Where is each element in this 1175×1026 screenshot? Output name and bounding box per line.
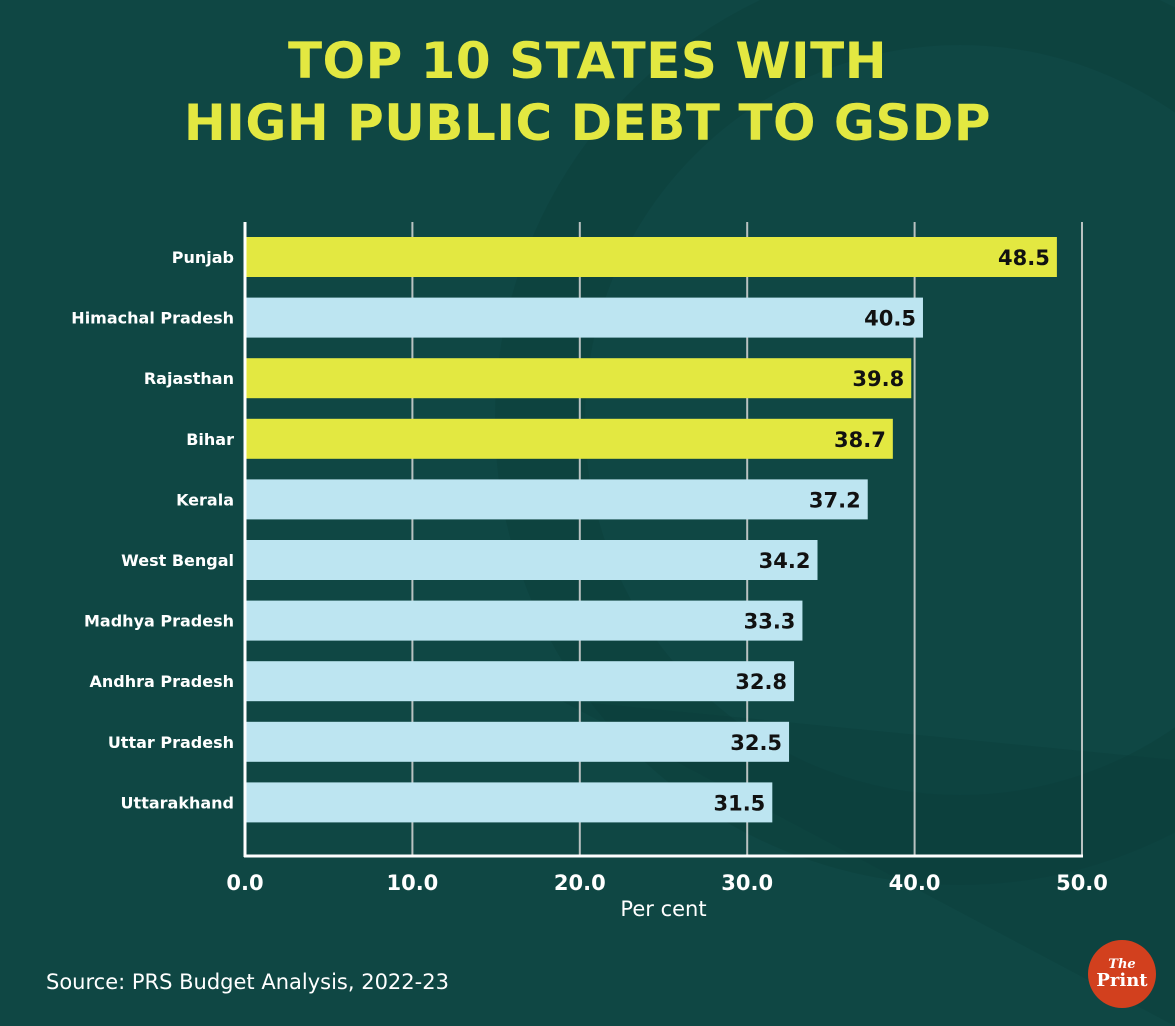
- value-label-9: 31.5: [713, 791, 765, 815]
- tick-label-3: 30.0: [721, 871, 773, 895]
- bar-1: [245, 297, 923, 338]
- bar-layer: Punjab 48.5 Himachal Pradesh 40.5 Rajasthan 3…: [71, 237, 1057, 823]
- value-label-8: 32.5: [730, 731, 782, 755]
- category-label-6: Madhya Pradesh: [84, 612, 234, 631]
- category-label-4: Kerala: [176, 490, 234, 509]
- category-label-5: West Bengal: [121, 551, 234, 570]
- bar-8: [245, 721, 790, 762]
- value-label-5: 34.2: [759, 549, 811, 573]
- value-label-2: 39.8: [852, 367, 904, 391]
- value-label-0: 48.5: [998, 246, 1050, 270]
- bar-3: [245, 418, 893, 459]
- category-label-7: Andhra Pradesh: [89, 672, 234, 691]
- axis-layer: 0.0 10.0 20.0 30.0 40.0 50.0: [226, 222, 1108, 895]
- bar-0: [245, 237, 1057, 277]
- value-label-3: 38.7: [834, 428, 886, 452]
- category-label-0: Punjab: [172, 248, 234, 267]
- value-label-7: 32.8: [735, 670, 787, 694]
- tick-label-5: 50.0: [1056, 871, 1108, 895]
- bar-2: [245, 358, 912, 399]
- tick-label-4: 40.0: [889, 871, 941, 895]
- tick-label-0: 0.0: [226, 871, 263, 895]
- title-line-2: HIGH PUBLIC DEBT TO GSDP: [183, 94, 992, 152]
- theprint-logo: The Print: [1088, 940, 1156, 1008]
- bar-7: [245, 661, 795, 702]
- tick-label-2: 20.0: [554, 871, 606, 895]
- source-note: Source: PRS Budget Analysis, 2022-23: [46, 970, 449, 994]
- logo-print-text: Print: [1096, 970, 1148, 991]
- x-axis-label: Per cent: [620, 897, 706, 921]
- logo-the-text: The: [1108, 957, 1136, 972]
- value-label-4: 37.2: [809, 488, 861, 512]
- category-label-9: Uttarakhand: [121, 793, 234, 812]
- tick-label-1: 10.0: [386, 871, 438, 895]
- bar-5: [245, 540, 818, 580]
- bar-9: [245, 782, 773, 823]
- value-label-1: 40.5: [864, 307, 916, 331]
- category-label-1: Himachal Pradesh: [71, 309, 234, 328]
- title-line-1: TOP 10 STATES WITH: [287, 32, 888, 90]
- value-label-6: 33.3: [744, 610, 796, 634]
- category-label-3: Bihar: [186, 430, 234, 449]
- bar-4: [245, 479, 868, 520]
- category-label-2: Rajasthan: [144, 369, 234, 388]
- chart-title: TOP 10 STATES WITH HIGH PUBLIC DEBT TO G…: [0, 30, 1175, 154]
- bar-6: [245, 600, 803, 641]
- category-label-8: Uttar Pradesh: [108, 733, 234, 752]
